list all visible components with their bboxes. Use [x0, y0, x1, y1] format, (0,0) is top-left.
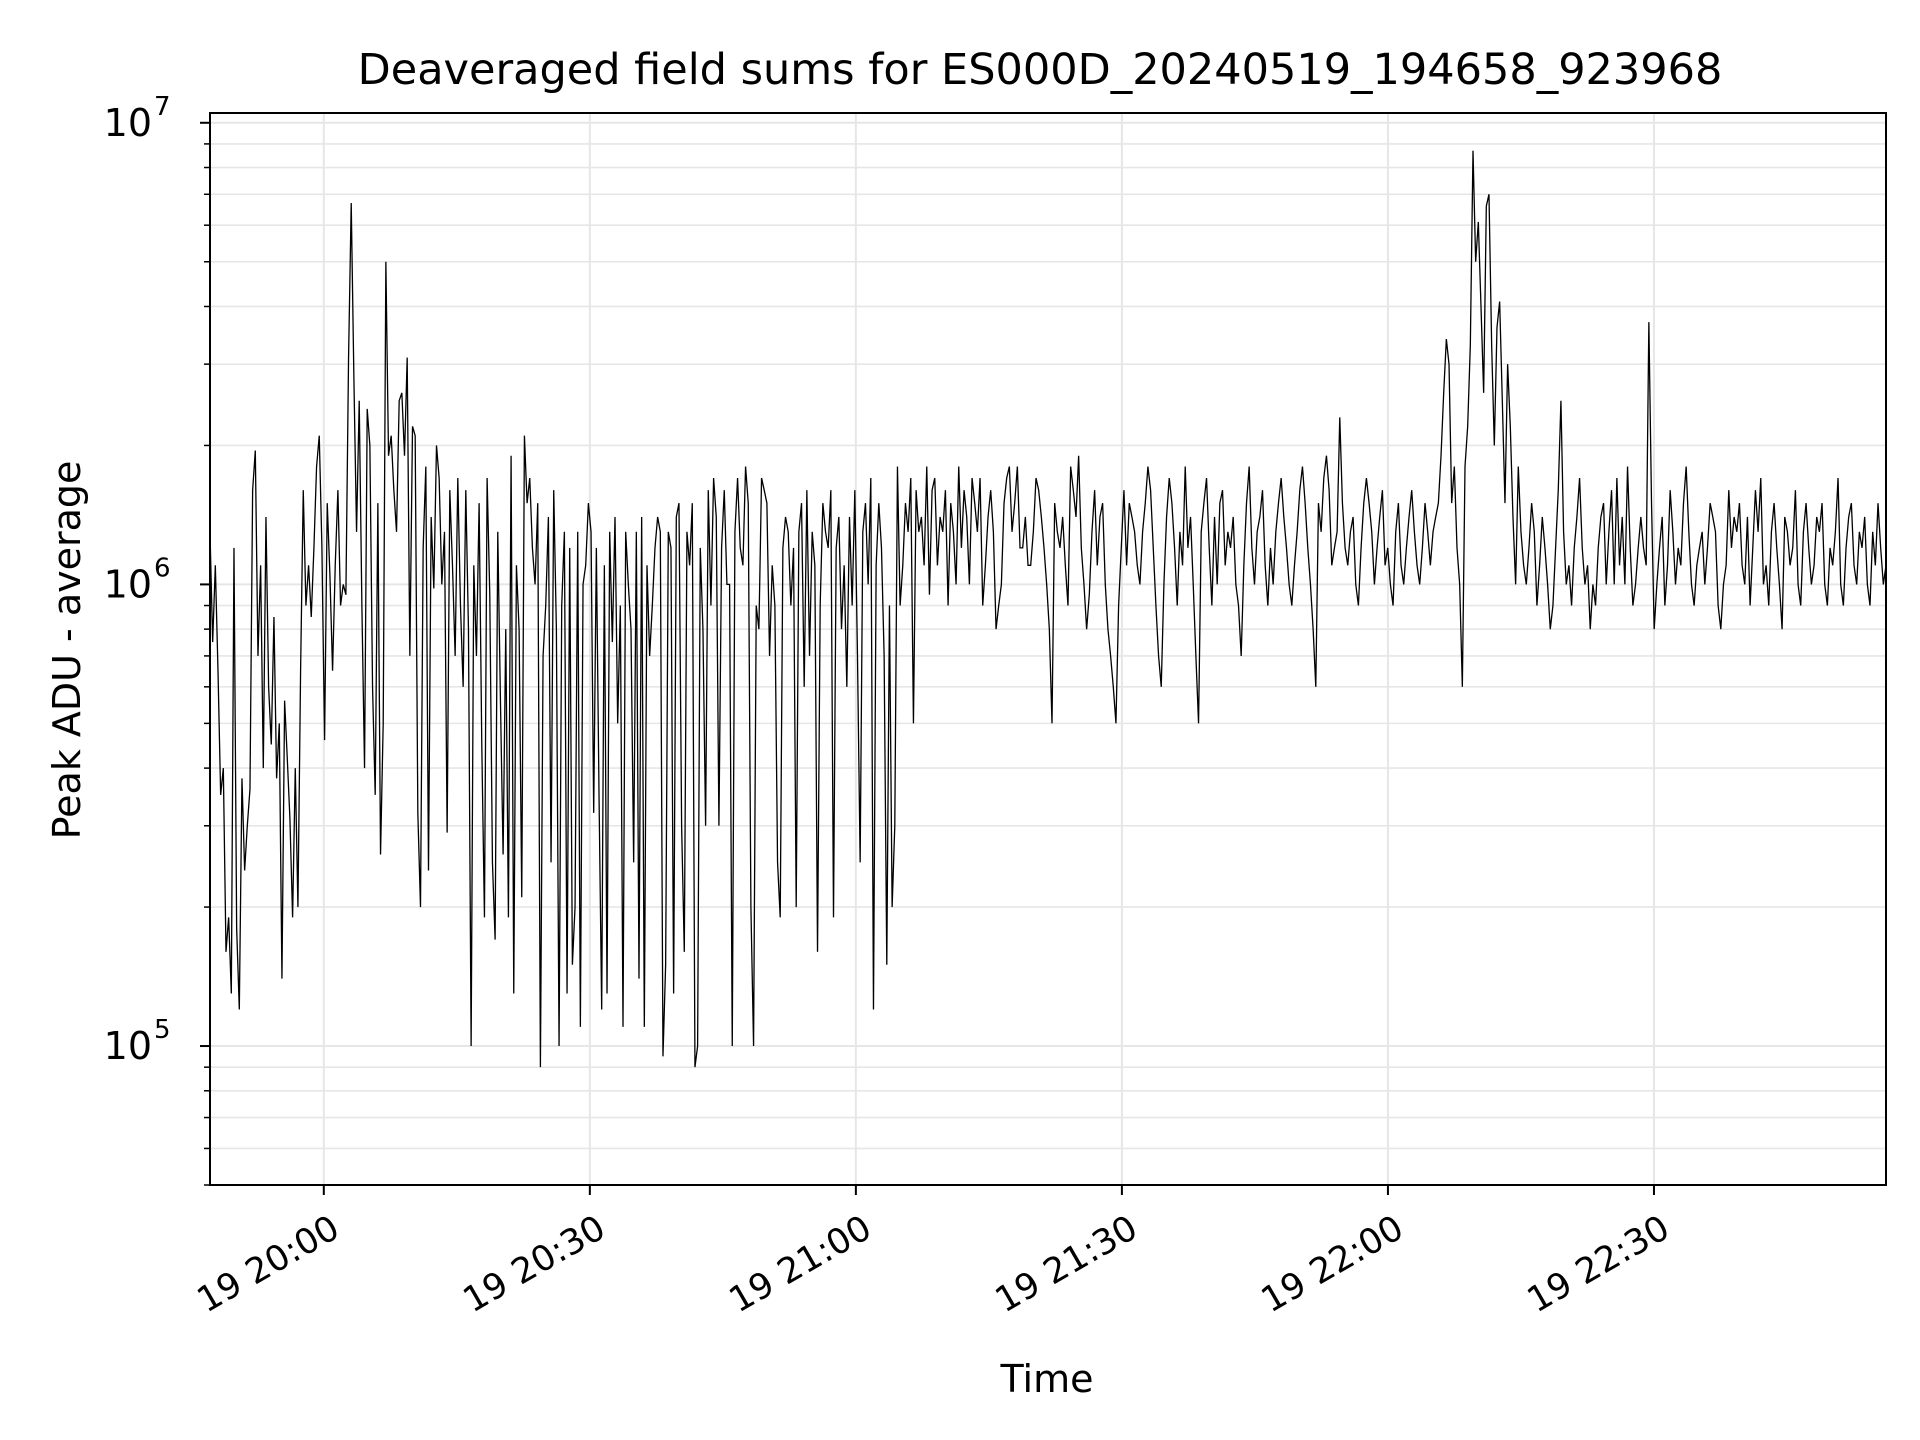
grid-lines	[210, 113, 1886, 1186]
chart-title: Deaveraged field sums for ES000D_2024051…	[358, 45, 1723, 95]
y-axis-label: Peak ADU - average	[45, 461, 89, 840]
data-series	[209, 150, 1887, 1068]
plot-frame	[209, 112, 1887, 1186]
y-tick-label: 10	[104, 1024, 152, 1068]
y-tick-label: 10	[104, 562, 152, 606]
y-tick-exponent: 5	[154, 1015, 171, 1045]
y-tick-exponent: 6	[154, 553, 171, 583]
x-axis-label: Time	[1000, 1357, 1094, 1401]
y-tick-exponent: 7	[154, 92, 171, 122]
y-tick-label: 10	[104, 101, 152, 145]
series-line	[209, 150, 1887, 1068]
